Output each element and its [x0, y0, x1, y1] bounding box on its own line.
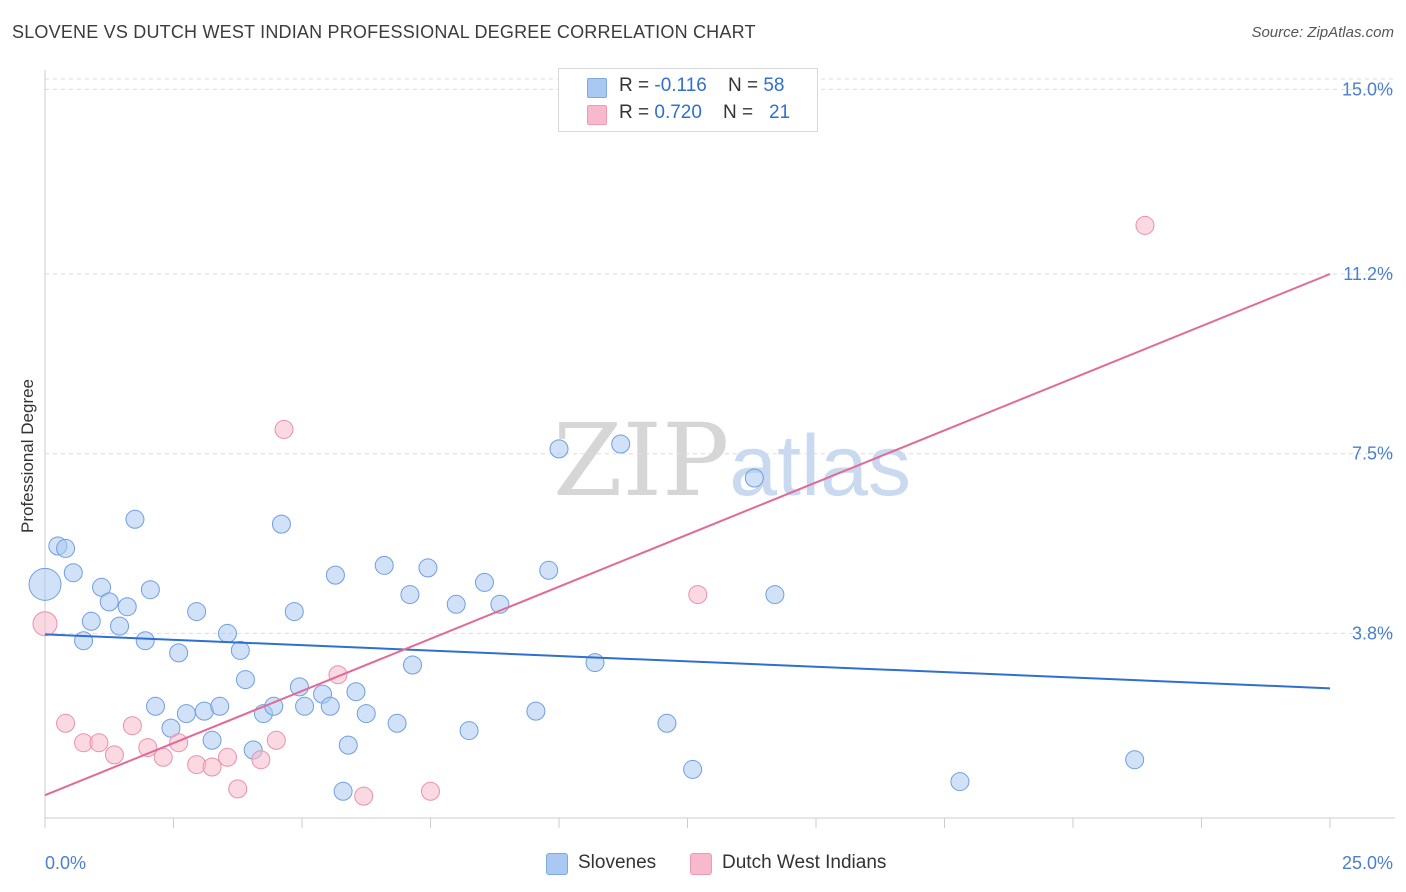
- point-dutch-west-indians-3: [89, 733, 109, 753]
- point-slovenes-55: [765, 585, 785, 605]
- x-tick-label-0: 0.0%: [45, 853, 86, 873]
- y-tick-label-0: 3.8%: [1352, 623, 1393, 643]
- point-slovenes-54: [744, 468, 764, 488]
- point-slovenes-27: [271, 514, 291, 534]
- watermark-atlas: atlas: [729, 418, 911, 514]
- y-tick-label-3: 15.0%: [1342, 79, 1393, 99]
- point-slovenes-13: [146, 696, 166, 716]
- point-dutch-west-indians-5: [122, 716, 142, 736]
- point-slovenes-40: [400, 585, 420, 605]
- bottom-legend-swatch-dutch-west-indians: [690, 853, 712, 875]
- point-dutch-west-indians-17: [354, 786, 374, 806]
- point-slovenes-14: [161, 718, 181, 738]
- point-slovenes-9: [117, 597, 137, 617]
- point-slovenes-38: [374, 555, 394, 575]
- point-slovenes-34: [333, 781, 353, 801]
- watermark-zip: ZIP: [553, 402, 730, 519]
- point-dutch-west-indians-13: [251, 750, 271, 770]
- point-slovenes-12: [140, 580, 160, 600]
- point-slovenes-22: [230, 640, 250, 660]
- point-slovenes-37: [356, 704, 376, 724]
- point-slovenes-47: [526, 701, 546, 721]
- y-tick-label-2: 11.2%: [1343, 264, 1393, 284]
- point-slovenes-33: [325, 565, 345, 585]
- point-slovenes-36: [346, 682, 366, 702]
- point-slovenes-0: [28, 567, 62, 601]
- legend-swatch-slovenes: [587, 78, 607, 98]
- point-slovenes-52: [657, 713, 677, 733]
- point-slovenes-15: [169, 643, 189, 663]
- point-slovenes-7: [99, 592, 119, 612]
- point-dutch-west-indians-1: [56, 713, 76, 733]
- point-slovenes-49: [549, 439, 569, 459]
- point-dutch-west-indians-7: [153, 747, 173, 767]
- point-dutch-west-indians-19: [688, 585, 708, 605]
- point-slovenes-21: [217, 623, 237, 643]
- point-slovenes-42: [418, 558, 438, 578]
- legend-stats-dutch-west-indians: R = 0.720 N = 21: [619, 102, 791, 123]
- point-slovenes-43: [446, 594, 466, 614]
- point-dutch-west-indians-10: [202, 757, 222, 777]
- point-slovenes-3: [63, 563, 83, 583]
- point-slovenes-5: [81, 611, 101, 631]
- point-slovenes-8: [110, 616, 130, 636]
- point-slovenes-41: [403, 655, 423, 675]
- legend-stats-slovenes: R = -0.116 N = 58: [619, 75, 785, 96]
- point-dutch-west-indians-0: [32, 611, 58, 637]
- point-slovenes-45: [474, 572, 494, 592]
- bottom-legend-label-dutch-west-indians: Dutch West Indians: [722, 852, 887, 873]
- source-credit: Source: ZipAtlas.com: [1251, 24, 1394, 41]
- point-dutch-west-indians-18: [421, 781, 440, 801]
- point-slovenes-28: [284, 602, 304, 622]
- legend-swatch-dutch-west-indians: [587, 105, 607, 125]
- point-dutch-west-indians-11: [217, 747, 237, 767]
- point-slovenes-57: [1125, 750, 1145, 770]
- point-slovenes-44: [459, 721, 479, 741]
- bottom-legend-label-slovenes: Slovenes: [578, 852, 657, 873]
- watermark: ZIPatlas: [553, 402, 911, 519]
- point-slovenes-17: [187, 602, 207, 622]
- point-slovenes-56: [950, 772, 970, 792]
- point-dutch-west-indians-14: [266, 730, 286, 750]
- point-slovenes-20: [210, 696, 230, 716]
- point-slovenes-29: [289, 677, 309, 697]
- point-slovenes-10: [125, 509, 145, 529]
- point-slovenes-32: [320, 696, 340, 716]
- trend-line-slovenes: [44, 633, 1331, 690]
- point-slovenes-19: [202, 730, 222, 750]
- point-dutch-west-indians-20: [1135, 215, 1155, 235]
- point-slovenes-30: [295, 696, 315, 716]
- chart-title: SLOVENE VS DUTCH WEST INDIAN PROFESSIONA…: [12, 22, 756, 42]
- point-slovenes-35: [338, 735, 358, 755]
- point-slovenes-53: [683, 759, 703, 779]
- point-slovenes-48: [539, 560, 559, 580]
- trend-line-dutch-west-indians: [44, 273, 1331, 797]
- point-slovenes-2: [56, 538, 76, 558]
- point-dutch-west-indians-12: [228, 779, 248, 799]
- point-slovenes-16: [176, 704, 196, 724]
- point-slovenes-11: [135, 631, 155, 651]
- point-slovenes-4: [74, 631, 94, 651]
- point-dutch-west-indians-15: [274, 419, 294, 439]
- point-slovenes-51: [611, 434, 631, 454]
- stats-legend: R = -0.116 N = 58 R = 0.720 N = 21: [558, 68, 818, 132]
- bottom-legend-swatch-slovenes: [546, 853, 568, 875]
- point-slovenes-23: [235, 670, 255, 690]
- y-tick-label-1: 7.5%: [1352, 444, 1393, 464]
- point-dutch-west-indians-4: [104, 745, 124, 765]
- x-tick-label-1: 25.0%: [1342, 853, 1393, 873]
- point-slovenes-39: [387, 713, 407, 733]
- point-slovenes-6: [92, 577, 112, 597]
